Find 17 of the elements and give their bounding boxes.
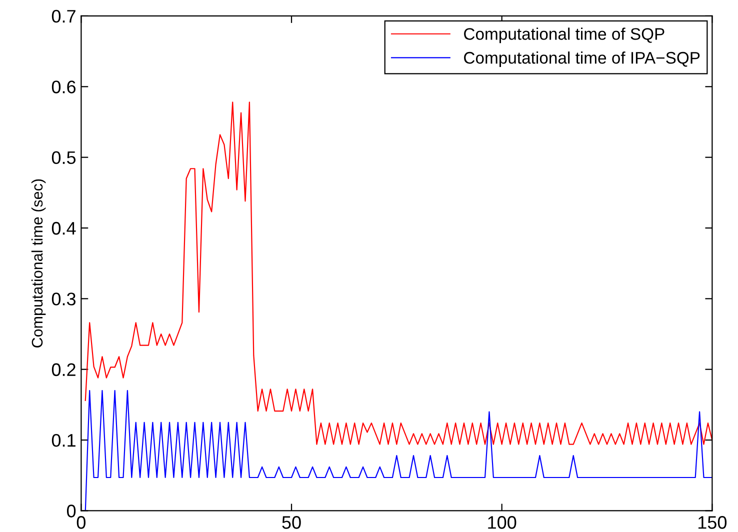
legend-label: Computational time of SQP xyxy=(464,28,664,44)
x-tick-label: 50 xyxy=(282,516,301,529)
y-tick-label: 0.4 xyxy=(52,222,76,235)
line-series xyxy=(84,390,712,511)
x-tick-label: 150 xyxy=(698,516,727,529)
x-tick-label: 0 xyxy=(76,516,86,529)
y-tick-label: 0.6 xyxy=(52,80,76,94)
y-tick-label: 0.2 xyxy=(52,363,76,376)
line-series xyxy=(84,102,712,445)
y-tick-label: 0 xyxy=(66,504,76,518)
y-axis-title: Computational time (sec) xyxy=(31,179,46,348)
legend-label: Computational time of IPA−SQP xyxy=(464,51,700,68)
x-tick-label: 100 xyxy=(488,516,516,529)
y-tick-label: 0.5 xyxy=(52,151,76,164)
y-tick-label: 0.7 xyxy=(52,10,76,23)
y-tick-label: 0.1 xyxy=(52,434,76,447)
y-tick-label: 0.3 xyxy=(52,292,76,306)
